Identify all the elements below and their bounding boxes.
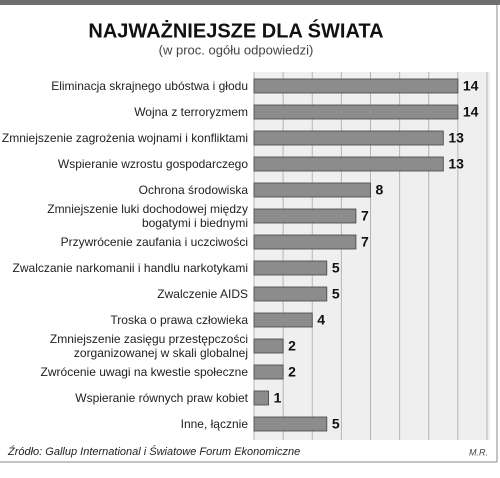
value-label: 7	[361, 234, 369, 250]
category-label: Wspieranie wzrostu gospodarczego	[57, 157, 248, 171]
bar	[253, 416, 328, 432]
category-label: Przywrócenie zaufania i uczciwości	[60, 235, 248, 249]
value-label: 2	[288, 338, 296, 354]
chart-subtitle: (w proc. ogółu odpowiedzi)	[159, 42, 314, 57]
value-label: 7	[361, 208, 369, 224]
bar	[253, 260, 328, 276]
bar	[253, 78, 459, 94]
top-rule	[0, 0, 500, 5]
bar	[253, 286, 328, 302]
value-label: 13	[448, 130, 464, 146]
category-label: Zmniejszenie zagrożenia wojnami i konfli…	[1, 131, 248, 145]
bar	[253, 156, 444, 172]
value-label: 14	[463, 78, 479, 94]
bar	[253, 312, 313, 328]
category-label: Inne, łącznie	[180, 417, 248, 431]
value-label: 5	[332, 286, 340, 302]
category-label: Zmniejszenie zasięgu przestępczości zorg…	[49, 332, 248, 360]
bar	[253, 364, 284, 380]
source: Źródło: Gallup International i Światowe …	[7, 445, 300, 458]
value-label: 2	[288, 364, 296, 380]
author: M.R.	[469, 447, 488, 457]
bar	[253, 182, 371, 198]
value-label: 5	[332, 416, 340, 432]
value-label: 5	[332, 260, 340, 276]
category-label: Zwrócenie uwagi na kwestie społeczne	[40, 365, 248, 379]
bar	[253, 338, 284, 354]
category-label: Ochrona środowiska	[138, 183, 248, 197]
bar	[253, 104, 459, 120]
value-label: 4	[317, 312, 325, 328]
category-label: Zwalczenie AIDS	[157, 287, 248, 301]
value-label: 14	[463, 104, 479, 120]
category-label: Troska o prawa człowieka	[110, 313, 248, 327]
value-label: 8	[376, 182, 384, 198]
category-label: Wojna z terroryzmem	[134, 105, 248, 119]
chart-title: NAJWAŻNIEJSZE DLA ŚWIATA	[88, 18, 383, 42]
bar	[253, 390, 269, 406]
bar	[253, 130, 444, 146]
category-label: Zwalczanie narkomanii i handlu narkotyka…	[12, 261, 248, 275]
category-label: Zmniejszenie luki dochodowej między boga…	[47, 202, 248, 230]
plot-bg	[254, 72, 490, 440]
value-label: 1	[274, 390, 282, 406]
bar	[253, 208, 357, 224]
bar	[253, 234, 357, 250]
category-label: Eliminacja skrajnego ubóstwa i głodu	[51, 79, 248, 93]
value-label: 13	[448, 156, 464, 172]
category-label: Wspieranie równych praw kobiet	[75, 391, 248, 405]
